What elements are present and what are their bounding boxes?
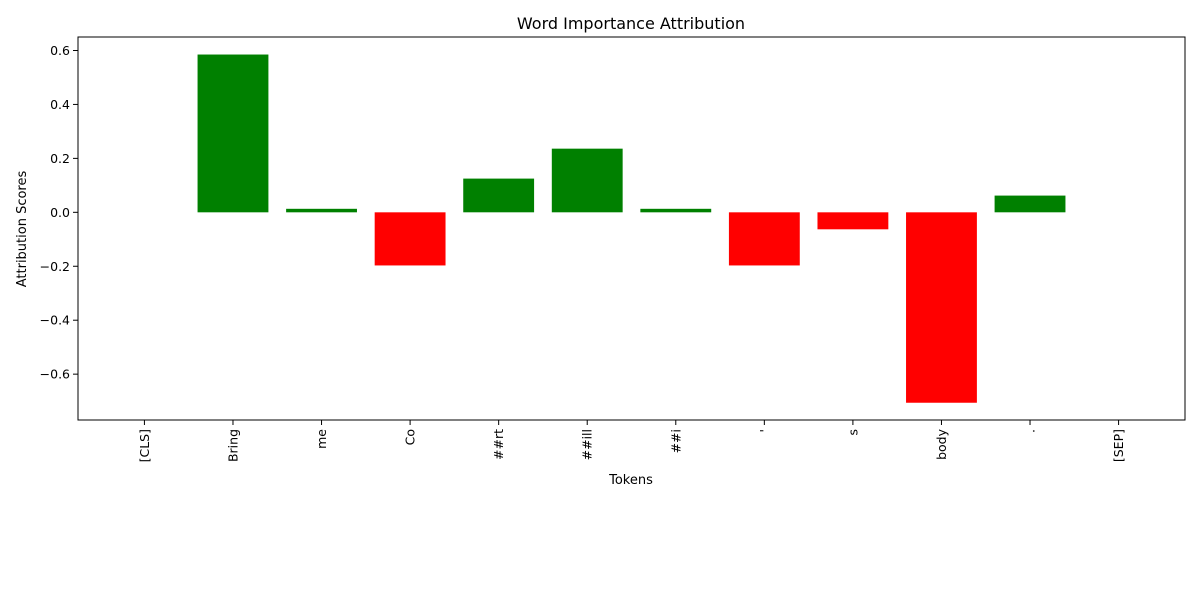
x-tick-label: Co — [403, 429, 418, 445]
bars-group — [197, 54, 1066, 403]
x-tick-label: [SEP] — [1111, 429, 1126, 462]
bar-3 — [374, 212, 446, 266]
x-axis-label: Tokens — [608, 473, 653, 488]
chart-title: Word Importance Attribution — [517, 14, 745, 33]
x-tick-label: Bring — [225, 429, 240, 462]
bar-6 — [640, 208, 712, 213]
x-tick-label: . — [1023, 429, 1038, 433]
y-tick-label: −0.4 — [40, 313, 70, 328]
y-tick-label: 0.2 — [50, 151, 70, 166]
y-tick-label: 0.0 — [50, 205, 70, 220]
bar-8 — [817, 212, 889, 230]
x-tick-label: s — [845, 429, 860, 436]
bar-1 — [197, 54, 269, 213]
x-tick-label: ##ill — [580, 429, 595, 460]
y-tick-label: 0.6 — [50, 43, 70, 58]
bar-9 — [906, 212, 977, 403]
y-axis-label: Attribution Scores — [15, 171, 30, 288]
x-axis-ticks: [CLS] Bring me Co ##rt ##ill ##i ' s body. [SEP] — [137, 420, 1126, 462]
y-tick-label: 0.4 — [50, 97, 70, 112]
y-tick-label: −0.6 — [40, 367, 70, 382]
bar-2 — [286, 208, 357, 213]
bar-5 — [551, 148, 623, 213]
y-tick-label: −0.2 — [40, 259, 70, 274]
bar-4 — [463, 178, 535, 213]
x-tick-label: body — [934, 428, 949, 460]
x-tick-label: ##i — [668, 429, 683, 453]
y-axis-ticks: −0.6 −0.4 −0.2 0.0 0.2 0.4 0.6 — [40, 43, 78, 382]
x-tick-label: [CLS] — [137, 429, 152, 462]
x-tick-label: me — [314, 429, 329, 449]
x-tick-label: ' — [757, 429, 772, 432]
x-tick-label: ##rt — [491, 429, 506, 460]
bar-10 — [994, 195, 1066, 213]
plot-frame — [77, 36, 1186, 421]
bar-7 — [728, 212, 800, 266]
